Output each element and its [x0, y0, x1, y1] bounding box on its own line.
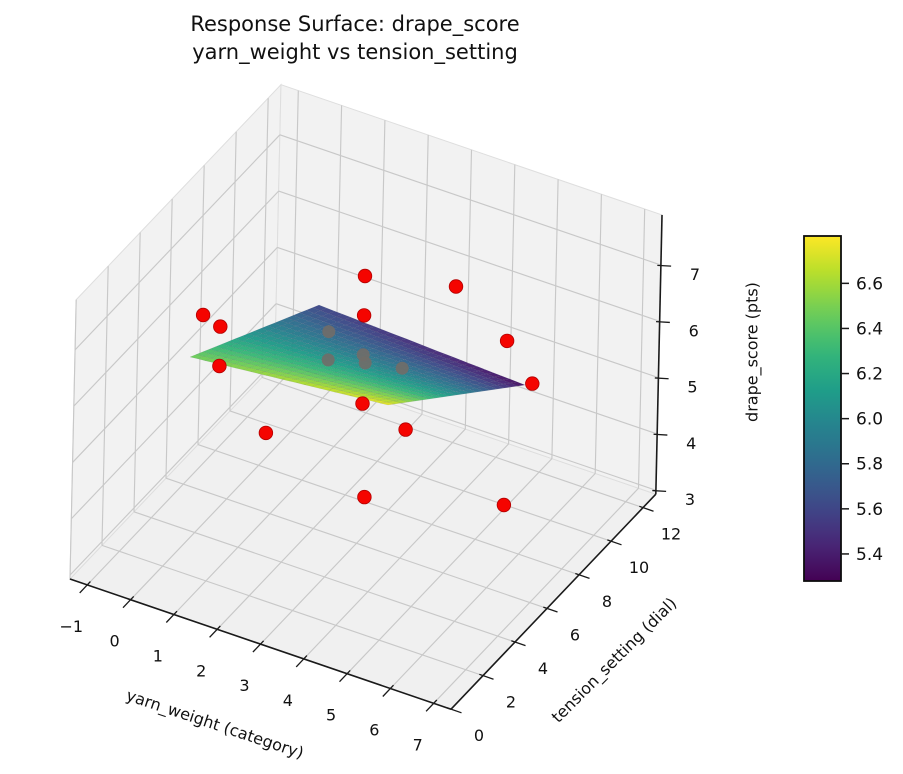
colorbar-tick-label: 6.0	[856, 410, 883, 430]
chart-title: Response Surface: drape_score yarn_weigh…	[0, 10, 710, 66]
z-tick-label: 5	[687, 378, 697, 397]
y-tick-label: 0	[474, 726, 484, 745]
x-tick-label: 1	[153, 647, 163, 666]
colorbar	[803, 235, 842, 582]
z-tick-label: 7	[690, 265, 700, 284]
y-tick-label: 8	[602, 592, 612, 611]
colorbar-tick-label: 6.4	[856, 319, 883, 339]
occluded-scatter-point	[322, 325, 336, 339]
scatter-point	[448, 279, 464, 294]
z-axis-label: drape_score (pts)	[742, 282, 762, 422]
x-tick-label: 0	[110, 632, 120, 651]
grid-lines	[69, 90, 662, 710]
x-tick-label: 3	[239, 676, 249, 695]
scatter-point	[398, 422, 413, 437]
x-tick-label: 2	[196, 661, 206, 680]
response-surface	[189, 304, 526, 406]
z-tick-label: 3	[685, 490, 695, 509]
x-tick-label: 4	[283, 691, 293, 710]
colorbar-gradient	[803, 235, 842, 582]
scatter-point	[195, 307, 211, 323]
scatter-point	[258, 425, 274, 441]
colorbar-tick-label: 5.6	[856, 500, 883, 520]
y-tick-label: 6	[570, 625, 580, 644]
colorbar-ticks	[841, 282, 849, 555]
x-tick-label: −1	[60, 617, 84, 636]
chart-title-line2: yarn_weight vs tension_setting	[192, 40, 518, 64]
z-tick-label: 6	[689, 321, 699, 340]
x-tick-label: 7	[413, 735, 423, 754]
occluded-scatter-point	[395, 361, 409, 375]
scatter-point	[356, 308, 372, 323]
scatter-point	[496, 497, 512, 513]
y-tick-label: 12	[661, 525, 681, 544]
tick-marks	[79, 264, 672, 714]
colorbar-tick-label: 5.4	[856, 545, 883, 565]
scatter-point	[499, 333, 515, 349]
scatter-point	[357, 489, 372, 505]
scatter-point	[357, 268, 373, 284]
scatter-points	[195, 268, 540, 513]
occluded-scatter-points	[321, 325, 409, 375]
occluded-scatter-point	[321, 353, 335, 367]
scatter-point	[212, 358, 227, 374]
colorbar-tick-label: 5.8	[856, 455, 883, 475]
scatter-point	[355, 396, 370, 411]
y-tick-label: 10	[629, 558, 649, 577]
chart-title-line1: Response Surface: drape_score	[190, 12, 520, 36]
scatter-point	[213, 319, 228, 334]
occluded-scatter-point	[358, 356, 372, 370]
x-tick-label: 6	[369, 721, 379, 740]
x-tick-label: 5	[326, 706, 336, 725]
z-tick-label: 4	[686, 434, 696, 453]
y-tick-label: 4	[538, 659, 548, 678]
scatter-point	[525, 376, 540, 391]
colorbar-tick-label: 6.2	[856, 365, 883, 385]
colorbar-tick-label: 6.6	[856, 274, 883, 294]
y-tick-label: 2	[506, 693, 516, 712]
